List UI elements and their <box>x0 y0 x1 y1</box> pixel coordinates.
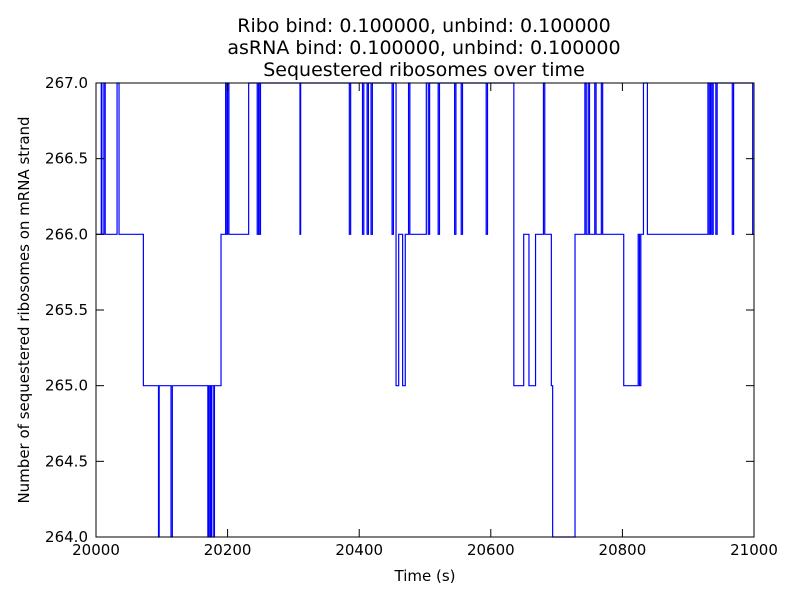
y-tick-label: 266.5 <box>45 150 88 168</box>
y-tick-label: 264.5 <box>45 452 88 470</box>
x-tick-label: 20200 <box>204 541 252 559</box>
y-axis-label: Number of sequestered ribosomes on mRNA … <box>15 116 33 503</box>
chart-title: Ribo bind: 0.100000, unbind: 0.100000 as… <box>227 15 620 81</box>
x-tick-label: 21000 <box>730 541 778 559</box>
x-axis-label: Time (s) <box>394 567 456 585</box>
y-axis: 264.0 264.5 265.0 265.5 266.0 266.5 267.0 <box>45 74 754 546</box>
x-tick-label: 20600 <box>467 541 515 559</box>
plot-area <box>96 83 754 537</box>
y-tick-label: 264.0 <box>45 528 88 546</box>
plot-background <box>96 83 754 537</box>
x-tick-label: 20800 <box>599 541 647 559</box>
x-tick-label: 20400 <box>335 541 383 559</box>
x-axis: 20000 20200 20400 20600 20800 21000 <box>72 83 778 559</box>
x-tick-label: 20000 <box>72 541 120 559</box>
title-line-1: Ribo bind: 0.100000, unbind: 0.100000 <box>237 15 610 37</box>
title-line-3: Sequestered ribosomes over time <box>263 59 585 81</box>
title-line-2: asRNA bind: 0.100000, unbind: 0.100000 <box>227 37 620 59</box>
y-tick-label: 265.0 <box>45 377 88 395</box>
y-tick-label: 265.5 <box>45 301 88 319</box>
y-tick-label: 267.0 <box>45 74 88 92</box>
y-tick-label: 266.0 <box>45 225 88 243</box>
